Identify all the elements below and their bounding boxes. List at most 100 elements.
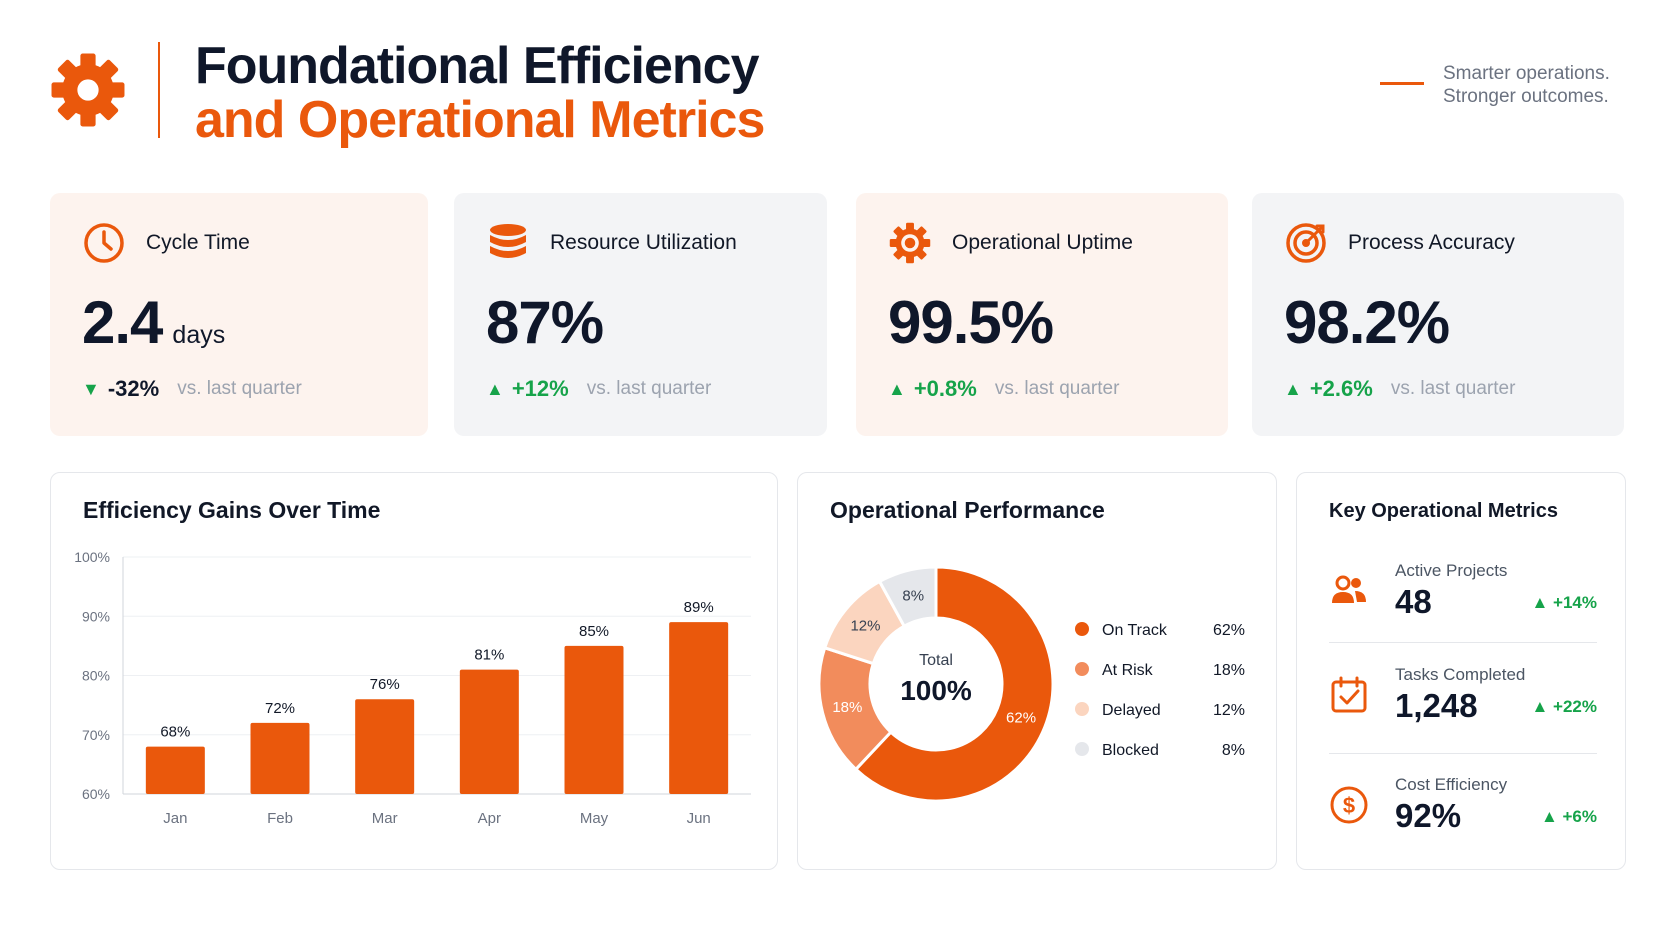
database-icon: [490, 224, 526, 258]
legend-swatch: [1075, 702, 1089, 716]
legend-swatch: [1075, 742, 1089, 756]
divider: [1329, 753, 1597, 754]
triangle-up-icon: ▲: [1284, 378, 1302, 399]
efficiency-bar-chart: 60% 70% 80% 90% 100% 68% Jan 72% Feb 76% Mar 81% Apr…: [74, 549, 751, 827]
performance-chart-panel: Operational Performance 62% 18% 12% 8% Total…: [797, 472, 1277, 870]
chart-title: Efficiency Gains Over Time: [83, 497, 381, 523]
kpi-card-operational-uptime: Operational Uptime 99.5% ▲ +0.8% vs. las…: [856, 193, 1228, 436]
gear-icon: [51, 53, 125, 127]
kpi-delta: ▲ +2.6% vs. last quarter: [1284, 376, 1515, 402]
kpi-delta: ▲ +0.8% vs. last quarter: [888, 376, 1119, 402]
metric-value: 1,248: [1395, 687, 1478, 724]
slice-label: 18%: [832, 699, 862, 716]
header: Foundational Efficiency and Operational …: [0, 0, 1672, 170]
key-metrics-panel: Key Operational Metrics Active Projects …: [1296, 472, 1626, 870]
kpi-compare: vs. last quarter: [994, 378, 1120, 399]
donut-center-value: 100%: [900, 675, 972, 706]
bar-value-label: 68%: [160, 724, 190, 741]
users-icon: [1332, 575, 1366, 603]
metric-active-projects: Active Projects 48 ▲ +14%: [1329, 561, 1597, 661]
kpi-compare: vs. last quarter: [586, 378, 712, 399]
bar-jun: [669, 622, 729, 794]
kpi-card-process-accuracy: Process Accuracy 98.2% ▲ +2.6% vs. last …: [1252, 193, 1624, 436]
kpi-title: Operational Uptime: [952, 231, 1133, 254]
x-tick-label: Jan: [163, 810, 187, 827]
metric-delta: ▲ +6%: [1540, 807, 1597, 826]
kpi-value: 87%: [486, 289, 604, 356]
calendar-check-icon: [1331, 676, 1367, 713]
kpi-value: 98.2%: [1284, 289, 1450, 356]
y-tick-label: 90%: [82, 608, 110, 624]
dollar-icon: $: [1330, 786, 1368, 824]
legend-label: At Risk: [1102, 662, 1154, 679]
bar-value-label: 76%: [370, 676, 400, 693]
kpi-delta-value: -32%: [107, 376, 160, 401]
divider: [1329, 642, 1597, 643]
target-icon: [1286, 223, 1326, 263]
legend-value: 8%: [1222, 742, 1245, 759]
kpi-value-number: 2.4: [82, 289, 163, 356]
tagline-dash: [1380, 82, 1424, 85]
x-tick-label: Mar: [372, 810, 398, 827]
tagline-line1: Smarter operations.: [1443, 63, 1610, 84]
efficiency-chart-panel: Efficiency Gains Over Time 60% 70% 80% 90% 1…: [50, 472, 778, 870]
y-tick-label: 80%: [82, 668, 110, 684]
bar-apr: [459, 669, 519, 794]
slice-on-track: [853, 565, 1055, 803]
legend-swatch: [1075, 662, 1089, 676]
kpi-card-resource-utilization: Resource Utilization 87% ▲ +12% vs. last…: [454, 193, 827, 436]
metric-tasks-completed: Tasks Completed 1,248 ▲ +22%: [1329, 665, 1597, 765]
y-tick-label: 100%: [74, 549, 110, 565]
bar-value-label: 85%: [579, 623, 609, 640]
chart-title: Operational Performance: [830, 497, 1105, 523]
kpi-title: Resource Utilization: [550, 231, 737, 254]
y-tick-label: 60%: [82, 786, 110, 802]
slice-blocked: [877, 565, 938, 629]
legend-label: Blocked: [1102, 742, 1159, 759]
page-title-line1: Foundational Efficiency: [195, 37, 759, 95]
metric-label: Active Projects: [1395, 561, 1508, 580]
bar-value-label: 81%: [474, 647, 504, 664]
metric-label: Cost Efficiency: [1395, 775, 1508, 794]
kpi-card-cycle-time: Cycle Time 2.4 days ▼ -32% vs. last quart…: [50, 193, 428, 436]
page-title-line2: and Operational Metrics: [195, 91, 765, 149]
kpi-title: Process Accuracy: [1348, 231, 1515, 254]
metric-cost-efficiency: $ Cost Efficiency 92% ▲ +6%: [1329, 775, 1597, 875]
legend-value: 62%: [1213, 622, 1245, 639]
performance-donut-chart: 62% 18% 12% 8% Total 100% On Track 62% At Risk 18…: [817, 565, 1245, 803]
slice-label: 8%: [902, 587, 924, 604]
slice-label: 12%: [850, 618, 880, 635]
svg-text:$: $: [1343, 793, 1355, 818]
gear-icon: [889, 222, 931, 264]
legend-value: 12%: [1213, 702, 1245, 719]
clock-icon: [84, 223, 124, 263]
tagline: Smarter operations. Stronger outcomes.: [1443, 62, 1610, 108]
x-tick-label: May: [580, 810, 609, 827]
tagline-line2: Stronger outcomes.: [1443, 86, 1609, 107]
triangle-up-icon: ▲: [888, 378, 906, 399]
bar-value-label: 89%: [684, 599, 714, 616]
legend-swatch: [1075, 622, 1089, 636]
triangle-down-icon: ▼: [82, 378, 100, 399]
legend-label: On Track: [1102, 622, 1168, 639]
bar-may: [564, 645, 624, 794]
x-tick-label: Apr: [478, 810, 501, 827]
metric-value: 92%: [1395, 797, 1462, 834]
kpi-delta: ▲ +12% vs. last quarter: [486, 376, 711, 402]
header-divider: [158, 42, 160, 138]
bar-mar: [355, 699, 415, 794]
kpi-value: 2.4 days: [82, 288, 225, 357]
kpi-compare: vs. last quarter: [177, 378, 302, 399]
legend-value: 18%: [1213, 662, 1245, 679]
kpi-title: Cycle Time: [146, 231, 250, 254]
kpi-unit: days: [172, 321, 226, 349]
kpi-delta: ▼ -32% vs. last quarter: [82, 376, 302, 402]
metric-delta: ▲ +14%: [1531, 593, 1597, 612]
kpi-delta-value: +2.6%: [1309, 376, 1373, 401]
y-tick-label: 70%: [82, 727, 110, 743]
panel-title: Key Operational Metrics: [1329, 500, 1558, 522]
legend-label: Delayed: [1102, 702, 1161, 719]
bar-jan: [145, 746, 205, 794]
kpi-value: 99.5%: [888, 289, 1054, 356]
kpi-compare: vs. last quarter: [1390, 378, 1516, 399]
